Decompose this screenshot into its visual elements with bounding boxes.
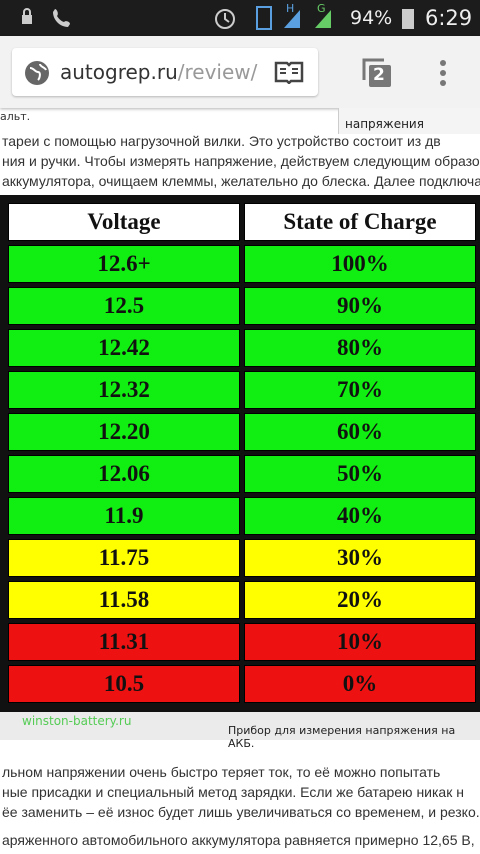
browser-toolbar: autogrep.ru/review/ 2 bbox=[0, 36, 480, 108]
text-line: аряженного автомобильного аккумулятора р… bbox=[2, 832, 475, 848]
table-cell: 12.5 bbox=[8, 287, 240, 325]
image-caption-bar: winston-battery.ru Прибор для измерения … bbox=[0, 712, 480, 750]
status-bar: H G 94% 6:29 bbox=[0, 0, 480, 36]
network-label: G bbox=[317, 2, 326, 15]
table-cell: 40% bbox=[244, 497, 476, 535]
table-cell: 11.75 bbox=[8, 539, 240, 577]
network-label: H bbox=[286, 2, 295, 15]
table-cell: 11.9 bbox=[8, 497, 240, 535]
table-cell: 10.5 bbox=[8, 665, 240, 703]
table-cell: 20% bbox=[244, 581, 476, 619]
table-cell: 12.42 bbox=[8, 329, 240, 367]
text-line: ния и ручки. Чтобы измерять напряжение, … bbox=[2, 153, 480, 169]
caption-text: напряжения bbox=[345, 117, 424, 131]
image-caption: Прибор для измерения напряжения на АКБ. bbox=[228, 724, 456, 750]
url-host: autogrep.ru bbox=[60, 60, 178, 84]
tab-count: 2 bbox=[373, 65, 385, 85]
table-cell: 0% bbox=[244, 665, 476, 703]
table-cell: 10% bbox=[244, 623, 476, 661]
table-cell: 12.20 bbox=[8, 413, 240, 451]
tab-icon bbox=[362, 58, 391, 87]
header-cell: Voltage bbox=[8, 203, 240, 241]
table-cell: 11.58 bbox=[8, 581, 240, 619]
header-cell: State of Charge bbox=[244, 203, 476, 241]
text-line: ёе заменить – её износ будет лишь увелич… bbox=[2, 804, 480, 820]
battery-level: 94% bbox=[350, 7, 393, 29]
text-fragment: альт. bbox=[0, 110, 31, 123]
url-path: /review/ bbox=[177, 60, 258, 84]
url-text: autogrep.ru/review/ bbox=[60, 60, 260, 84]
status-icons bbox=[22, 6, 414, 30]
menu-button[interactable] bbox=[436, 58, 450, 88]
clock: 6:29 bbox=[425, 6, 473, 30]
table-cell: 100% bbox=[244, 245, 476, 283]
text-line: тареи с помощью нагрузочной вилки. Это у… bbox=[2, 133, 441, 149]
voltage-table-image: Voltage State of Charge 12.6+ 100% 12.5 90% 12… bbox=[0, 195, 480, 712]
tab-switcher[interactable]: 2 bbox=[360, 56, 394, 90]
table-cell: 90% bbox=[244, 287, 476, 325]
table-cell: 50% bbox=[244, 455, 476, 493]
table-cell: 70% bbox=[244, 371, 476, 409]
image-source: winston-battery.ru bbox=[22, 714, 132, 728]
table-cell: 12.32 bbox=[8, 371, 240, 409]
caption-box: напряжения bbox=[338, 108, 480, 134]
site-icon bbox=[25, 61, 49, 85]
table-cell: 11.31 bbox=[8, 623, 240, 661]
reader-mode-button[interactable] bbox=[274, 60, 304, 84]
address-bar[interactable]: autogrep.ru/review/ bbox=[12, 48, 318, 96]
table-cell: 12.06 bbox=[8, 455, 240, 493]
text-line: льном напряжении очень быстро теряет ток… bbox=[2, 764, 441, 780]
text-line: ные присадки и специальный метод зарядки… bbox=[2, 784, 464, 800]
table-cell: 12.6+ bbox=[8, 245, 240, 283]
text-line: аккумулятора, очищаем клеммы, желательно… bbox=[2, 173, 480, 189]
table-cell: 60% bbox=[244, 413, 476, 451]
table-cell: 80% bbox=[244, 329, 476, 367]
table-cell: 30% bbox=[244, 539, 476, 577]
